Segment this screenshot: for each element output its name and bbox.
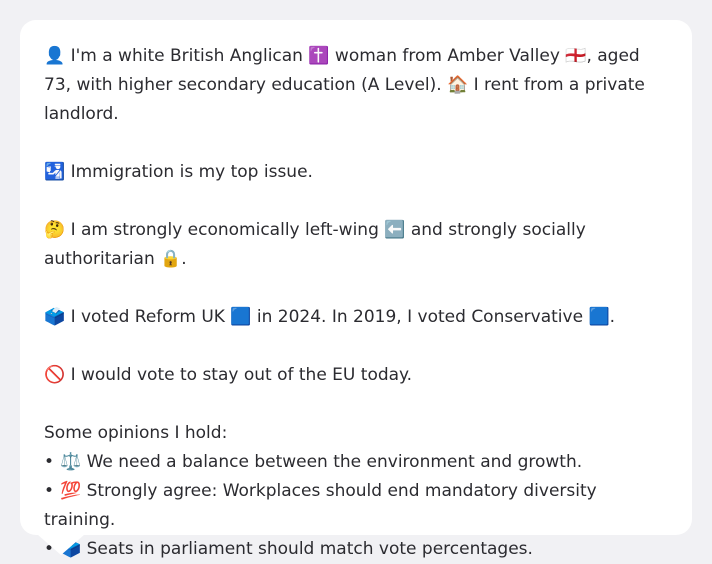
message-bubble: 👤 I'm a white British Anglican ✝️ woman … — [20, 20, 692, 559]
top-issue-text: 🛂 Immigration is my top issue. — [44, 162, 313, 182]
eu-stance-text: 🚫 I would vote to stay out of the EU tod… — [44, 365, 413, 385]
political-position-text: 🤔 I am strongly economically left-wing ⬅… — [44, 220, 586, 269]
opinion-item: 🗳️ Seats in parliament should match vote… — [44, 535, 668, 564]
bubble-tail — [38, 535, 84, 555]
opinion-item: ⚖️ We need a balance between the environ… — [44, 448, 668, 477]
opinions-heading: Some opinions I hold: — [44, 423, 228, 443]
identity-text: 👤 I'm a white British Anglican ✝️ woman … — [44, 46, 645, 124]
voting-history-text: 🗳️ I voted Reform UK 🟦 in 2024. In 2019,… — [44, 307, 616, 327]
opinions-list: ⚖️ We need a balance between the environ… — [44, 448, 668, 564]
opinion-item: 💯 Strongly agree: Workplaces should end … — [44, 477, 668, 535]
